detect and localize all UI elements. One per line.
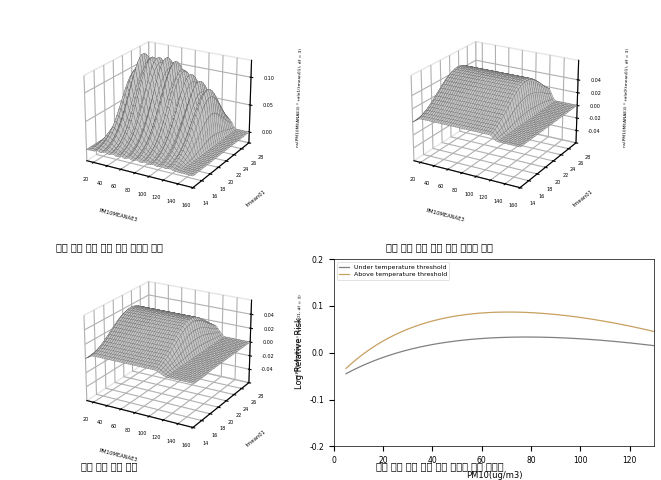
Under temperature threshold [623,340,631,346]
Above temperature threshold [342,366,350,372]
Text: 전체 연령 기온 역치 수준 구분에 따른 관련성: 전체 연령 기온 역치 수준 구분에 따른 관련성 [375,461,504,471]
Above temperature threshold [532,310,540,316]
Under temperature threshold [523,334,531,340]
Legend: Under temperature threshold, Above temperature threshold: Under temperature threshold, Above tempe… [337,262,449,279]
Y-axis label: tmean01: tmean01 [245,189,267,208]
Y-axis label: tmean01: tmean01 [572,189,594,208]
X-axis label: PM10(ug/m3): PM10(ug/m3) [466,471,522,480]
Under temperature threshold [532,334,540,340]
Text: 전체 연령 기온 역치 수준 미만의 범위: 전체 연령 기온 역치 수준 미만의 범위 [386,242,493,252]
Above temperature threshold [505,309,513,315]
Text: 전체 연령 전체 범위: 전체 연령 전체 범위 [81,461,137,471]
Y-axis label: Log Relative Risk: Log Relative Risk [295,317,303,389]
X-axis label: PM10MEANAE3: PM10MEANAE3 [98,448,137,463]
X-axis label: PM10MEANAE3: PM10MEANAE3 [98,208,137,223]
Above temperature threshold [603,319,611,324]
Above temperature threshold [525,310,533,315]
Above temperature threshold [343,365,351,371]
Above temperature threshold [623,323,631,328]
Under temperature threshold [525,334,533,340]
Line: Above temperature threshold: Above temperature threshold [346,312,654,369]
Y-axis label: tmean01: tmean01 [245,429,267,448]
Under temperature threshold [527,334,535,340]
Above temperature threshold [527,310,535,315]
Above temperature threshold [650,329,658,335]
Text: 전체 연령 기온 역치 수준 이상의 범위: 전체 연령 기온 역치 수준 이상의 범위 [56,242,163,252]
X-axis label: PM10MEANAE3: PM10MEANAE3 [425,208,465,223]
Under temperature threshold [342,371,350,377]
Line: Under temperature threshold: Under temperature threshold [346,337,654,374]
Under temperature threshold [603,338,611,344]
Under temperature threshold [343,370,351,376]
Under temperature threshold [650,343,658,348]
